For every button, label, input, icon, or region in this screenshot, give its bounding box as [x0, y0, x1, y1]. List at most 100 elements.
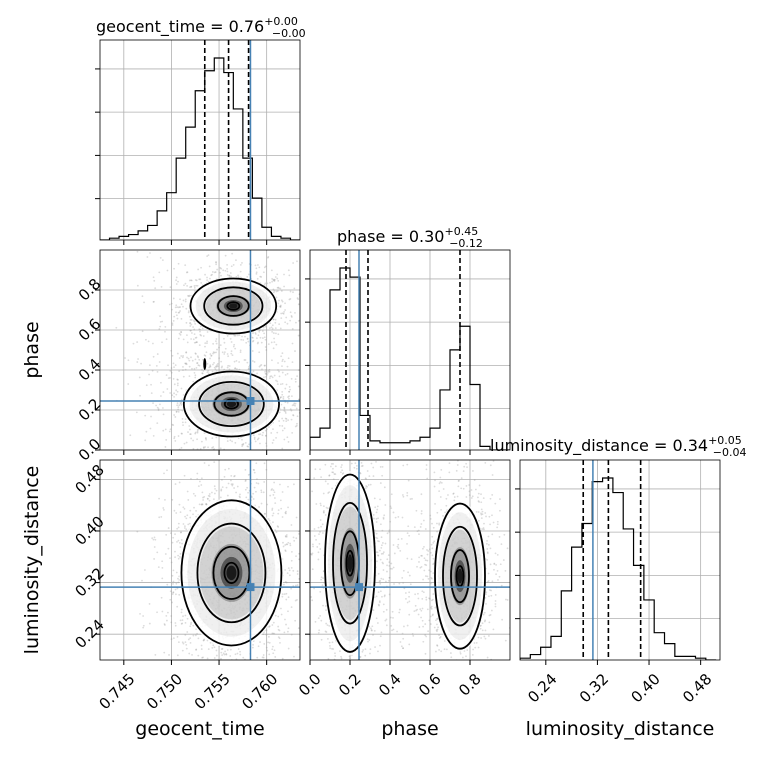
- sample-point: [292, 536, 295, 539]
- sample-point: [310, 412, 312, 414]
- sample-point: [242, 455, 244, 457]
- sample-point: [281, 382, 284, 385]
- sample-point: [236, 652, 239, 655]
- sample-point: [136, 250, 139, 253]
- sample-point: [265, 468, 268, 471]
- sample-point: [173, 509, 176, 512]
- sample-point: [171, 541, 174, 544]
- sample-point: [312, 583, 314, 585]
- sample-point: [215, 365, 218, 368]
- sample-point: [275, 343, 278, 346]
- sample-point: [296, 297, 299, 299]
- sample-point: [204, 662, 206, 664]
- sample-point: [210, 354, 213, 357]
- sample-point: [202, 446, 205, 449]
- sample-point: [177, 262, 180, 265]
- sample-point: [153, 664, 155, 666]
- sample-point: [270, 489, 273, 491]
- sample-point: [272, 521, 274, 524]
- sample-point: [168, 430, 171, 433]
- sample-point: [171, 574, 174, 577]
- sample-point: [201, 491, 204, 494]
- sample-point: [278, 323, 281, 326]
- sample-point: [252, 492, 255, 495]
- sample-point: [296, 260, 298, 263]
- sample-point: [260, 502, 263, 505]
- sample-point: [274, 321, 277, 324]
- sample-point: [212, 352, 214, 355]
- sample-point: [350, 702, 352, 704]
- sample-point: [254, 440, 257, 443]
- sample-point: [262, 271, 265, 274]
- sample-point: [160, 516, 163, 518]
- sample-point: [206, 667, 208, 669]
- sample-point: [305, 636, 307, 638]
- sample-point: [205, 437, 207, 439]
- sample-point: [241, 675, 243, 677]
- sample-point: [294, 404, 296, 407]
- sample-point: [175, 582, 178, 585]
- sample-point: [277, 279, 280, 282]
- sample-point: [257, 341, 260, 344]
- sample-point: [285, 512, 287, 515]
- sample-point: [190, 621, 193, 624]
- sample-point: [287, 485, 289, 488]
- sample-point: [164, 428, 167, 431]
- sample-point: [284, 410, 287, 413]
- sample-point: [184, 368, 187, 371]
- sample-point: [180, 432, 183, 435]
- sample-point: [202, 639, 205, 642]
- sample-point: [198, 328, 201, 331]
- sample-point: [281, 429, 284, 432]
- sample-point: [306, 585, 308, 587]
- sample-point: [154, 287, 157, 290]
- sample-point: [339, 650, 341, 653]
- sample-point: [115, 326, 118, 329]
- sample-point: [268, 625, 271, 628]
- sample-point: [156, 353, 159, 355]
- sample-point: [267, 518, 270, 520]
- sample-point: [194, 322, 197, 325]
- sample-point: [290, 587, 293, 590]
- sample-point: [181, 649, 184, 652]
- sample-point: [173, 366, 175, 369]
- sample-point: [208, 464, 210, 467]
- sample-point: [378, 700, 380, 702]
- sample-point: [160, 286, 163, 288]
- sample-point: [241, 443, 244, 446]
- sample-point: [287, 647, 290, 650]
- sample-point: [227, 355, 230, 358]
- sample-point: [190, 323, 193, 326]
- sample-point: [226, 270, 229, 273]
- sample-point: [162, 429, 165, 432]
- sample-point: [321, 394, 323, 396]
- sample-point: [291, 404, 294, 407]
- sample-point: [306, 474, 308, 476]
- sample-point: [234, 347, 237, 350]
- sample-point: [276, 383, 279, 386]
- sample-point: [160, 596, 163, 599]
- sample-point: [167, 547, 170, 550]
- sample-point: [246, 445, 249, 448]
- sample-point: [240, 686, 242, 688]
- sample-point: [288, 397, 290, 400]
- sample-point: [300, 516, 302, 518]
- sample-point: [267, 370, 270, 373]
- sample-point: [173, 223, 175, 225]
- sample-point: [277, 628, 280, 631]
- sample-point: [314, 420, 316, 422]
- sample-point: [375, 595, 378, 598]
- sample-point: [180, 608, 183, 611]
- sample-point: [184, 525, 186, 528]
- sample-point: [212, 363, 214, 366]
- sample-point: [295, 537, 298, 540]
- sample-point: [215, 351, 217, 354]
- sample-point: [316, 425, 318, 427]
- sample-point: [193, 506, 195, 509]
- sample-point: [244, 335, 246, 338]
- sample-point: [192, 513, 194, 516]
- sample-point: [234, 367, 237, 370]
- sample-point: [272, 332, 275, 334]
- sample-point: [196, 362, 199, 364]
- tick-label: 0.32: [576, 670, 612, 706]
